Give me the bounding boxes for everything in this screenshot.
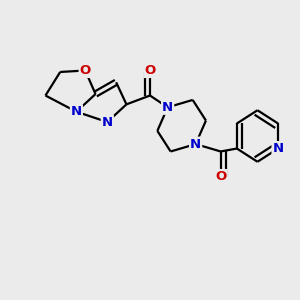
Text: N: N bbox=[162, 101, 173, 114]
Text: O: O bbox=[144, 64, 156, 77]
Text: O: O bbox=[80, 64, 91, 77]
Text: O: O bbox=[215, 170, 226, 183]
Text: N: N bbox=[190, 138, 201, 151]
Text: N: N bbox=[272, 142, 284, 155]
Text: N: N bbox=[102, 116, 113, 128]
Text: N: N bbox=[71, 105, 82, 118]
